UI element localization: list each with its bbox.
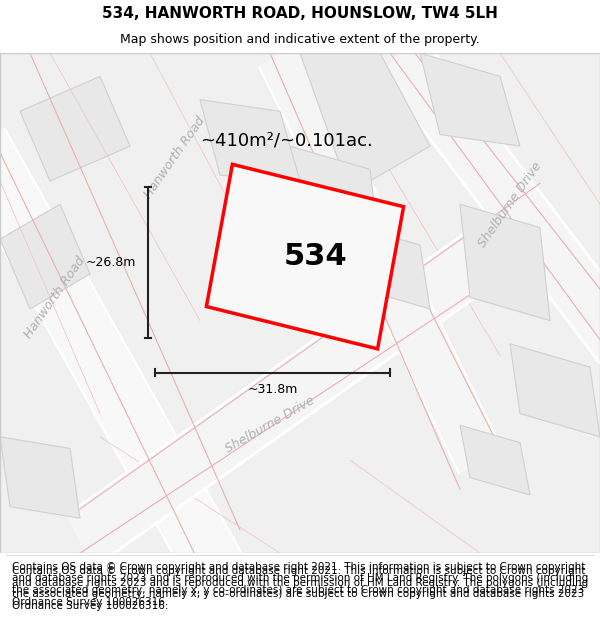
Text: 534: 534 — [283, 242, 347, 271]
Polygon shape — [460, 425, 530, 495]
Polygon shape — [260, 40, 500, 473]
Polygon shape — [0, 437, 80, 518]
Text: Contains OS data © Crown copyright and database right 2021. This information is : Contains OS data © Crown copyright and d… — [12, 566, 588, 611]
Polygon shape — [290, 146, 380, 251]
Text: 534, HANWORTH ROAD, HOUNSLOW, TW4 5LH: 534, HANWORTH ROAD, HOUNSLOW, TW4 5LH — [102, 6, 498, 21]
Text: ~410m²/~0.101ac.: ~410m²/~0.101ac. — [200, 131, 373, 149]
Polygon shape — [66, 189, 554, 569]
Polygon shape — [510, 344, 600, 437]
Text: Hanworth Road: Hanworth Road — [142, 114, 208, 201]
Polygon shape — [20, 76, 130, 181]
Polygon shape — [0, 127, 245, 596]
Text: ~31.8m: ~31.8m — [247, 382, 298, 396]
Text: ~26.8m: ~26.8m — [86, 256, 136, 269]
Text: Hanworth Road: Hanworth Road — [22, 254, 88, 341]
Polygon shape — [420, 53, 520, 146]
Polygon shape — [300, 53, 430, 192]
Text: Map shows position and indicative extent of the property.: Map shows position and indicative extent… — [120, 33, 480, 46]
Polygon shape — [0, 128, 244, 594]
Polygon shape — [200, 99, 300, 181]
Text: Contains OS data © Crown copyright and database right 2021. This information is : Contains OS data © Crown copyright and d… — [12, 562, 588, 606]
Text: Shelburne Drive: Shelburne Drive — [476, 159, 544, 249]
Polygon shape — [360, 228, 430, 309]
Polygon shape — [0, 204, 90, 309]
Polygon shape — [460, 204, 550, 321]
Text: Shelburne Drive: Shelburne Drive — [223, 394, 317, 456]
Polygon shape — [379, 32, 600, 365]
Polygon shape — [381, 34, 600, 363]
Polygon shape — [206, 164, 404, 349]
Polygon shape — [258, 39, 502, 474]
Polygon shape — [67, 191, 553, 566]
